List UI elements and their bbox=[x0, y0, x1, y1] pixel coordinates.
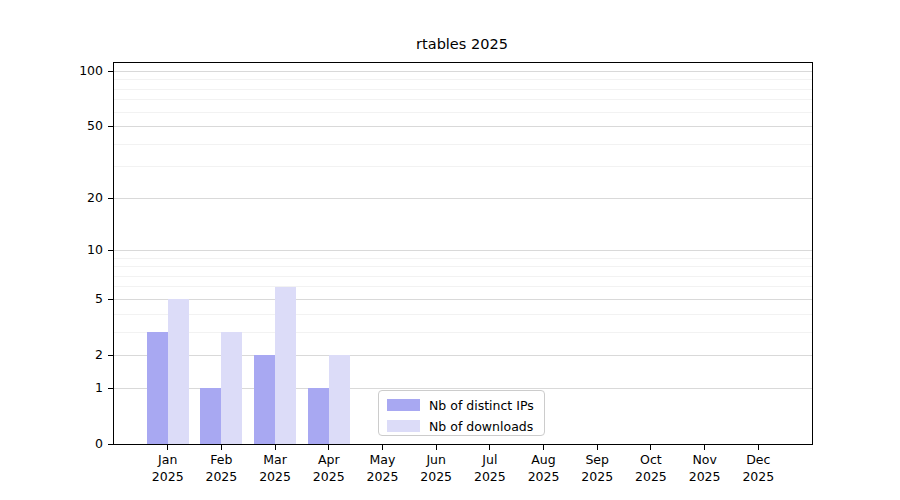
x-tick-mark bbox=[597, 445, 598, 450]
x-tick-label: Sep 2025 bbox=[567, 452, 627, 485]
legend-swatch-downloads bbox=[387, 420, 420, 432]
x-tick-label: Apr 2025 bbox=[299, 452, 359, 485]
bar-downloads-mar bbox=[275, 287, 296, 444]
x-tick-mark bbox=[436, 445, 437, 450]
y-tick-label: 20 bbox=[63, 192, 103, 205]
bar-distinct-ips-apr bbox=[308, 388, 329, 444]
legend-row-distinct-ips: Nb of distinct IPs bbox=[387, 396, 544, 414]
y-tick-label: 50 bbox=[63, 120, 103, 133]
y-gridline-minor bbox=[114, 258, 812, 259]
y-tick-label: 1 bbox=[63, 382, 103, 395]
y-gridline-minor bbox=[114, 166, 812, 167]
y-gridline-minor bbox=[114, 286, 812, 287]
y-tick-label: 10 bbox=[63, 244, 103, 257]
x-tick-label: Jul 2025 bbox=[460, 452, 520, 485]
y-gridline-minor bbox=[114, 144, 812, 145]
bar-distinct-ips-mar bbox=[254, 355, 275, 444]
bar-distinct-ips-feb bbox=[200, 388, 221, 444]
y-gridline-major bbox=[114, 198, 812, 199]
y-gridline-minor bbox=[114, 79, 812, 80]
x-tick-mark bbox=[650, 445, 651, 450]
legend-label-downloads: Nb of downloads bbox=[429, 419, 533, 434]
y-tick-mark bbox=[108, 71, 113, 72]
x-tick-mark bbox=[704, 445, 705, 450]
x-tick-label: Mar 2025 bbox=[245, 452, 305, 485]
bar-distinct-ips-jan bbox=[147, 332, 168, 444]
y-tick-mark bbox=[108, 444, 113, 445]
y-gridline-minor bbox=[114, 266, 812, 267]
x-tick-mark bbox=[275, 445, 276, 450]
legend-label-distinct-ips: Nb of distinct IPs bbox=[429, 398, 534, 413]
y-gridline-minor bbox=[114, 276, 812, 277]
y-gridline-major bbox=[114, 355, 812, 356]
y-gridline-minor bbox=[114, 99, 812, 100]
x-tick-label: Nov 2025 bbox=[675, 452, 735, 485]
x-tick-label: Dec 2025 bbox=[728, 452, 788, 485]
x-tick-mark bbox=[167, 445, 168, 450]
x-tick-mark bbox=[543, 445, 544, 450]
y-gridline-minor bbox=[114, 314, 812, 315]
y-tick-mark bbox=[108, 299, 113, 300]
x-tick-mark bbox=[758, 445, 759, 450]
chart-figure: rtables 2025 0 1 2 5 10 20 50 100 Jan 2025Feb 20… bbox=[0, 0, 900, 500]
y-tick-mark bbox=[108, 250, 113, 251]
legend: Nb of distinct IPs Nb of downloads bbox=[378, 390, 545, 436]
bar-downloads-apr bbox=[329, 355, 350, 444]
x-tick-mark bbox=[221, 445, 222, 450]
bar-downloads-jan bbox=[168, 299, 189, 444]
y-tick-label: 100 bbox=[63, 65, 103, 78]
y-gridline-major bbox=[114, 250, 812, 251]
x-tick-mark bbox=[382, 445, 383, 450]
legend-swatch-distinct-ips bbox=[387, 399, 420, 411]
bar-downloads-feb bbox=[221, 332, 242, 444]
y-tick-label: 2 bbox=[63, 349, 103, 362]
plot-area bbox=[113, 62, 813, 445]
y-gridline-minor bbox=[114, 332, 812, 333]
x-tick-label: Jun 2025 bbox=[406, 452, 466, 485]
x-tick-label: Jan 2025 bbox=[138, 452, 198, 485]
x-tick-mark bbox=[489, 445, 490, 450]
y-gridline-major bbox=[114, 71, 812, 72]
y-tick-label: 0 bbox=[63, 438, 103, 451]
x-tick-mark bbox=[328, 445, 329, 450]
y-tick-mark bbox=[108, 126, 113, 127]
x-tick-label: Aug 2025 bbox=[514, 452, 574, 485]
chart-title: rtables 2025 bbox=[113, 36, 811, 52]
y-tick-mark bbox=[108, 388, 113, 389]
y-gridline-major bbox=[114, 126, 812, 127]
y-tick-mark bbox=[108, 355, 113, 356]
x-tick-label: Feb 2025 bbox=[191, 452, 251, 485]
x-tick-label: May 2025 bbox=[352, 452, 412, 485]
y-gridline-major bbox=[114, 299, 812, 300]
legend-row-downloads: Nb of downloads bbox=[387, 417, 544, 435]
x-tick-label: Oct 2025 bbox=[621, 452, 681, 485]
y-gridline-minor bbox=[114, 89, 812, 90]
y-gridline-minor bbox=[114, 112, 812, 113]
y-tick-mark bbox=[108, 198, 113, 199]
y-tick-label: 5 bbox=[63, 293, 103, 306]
